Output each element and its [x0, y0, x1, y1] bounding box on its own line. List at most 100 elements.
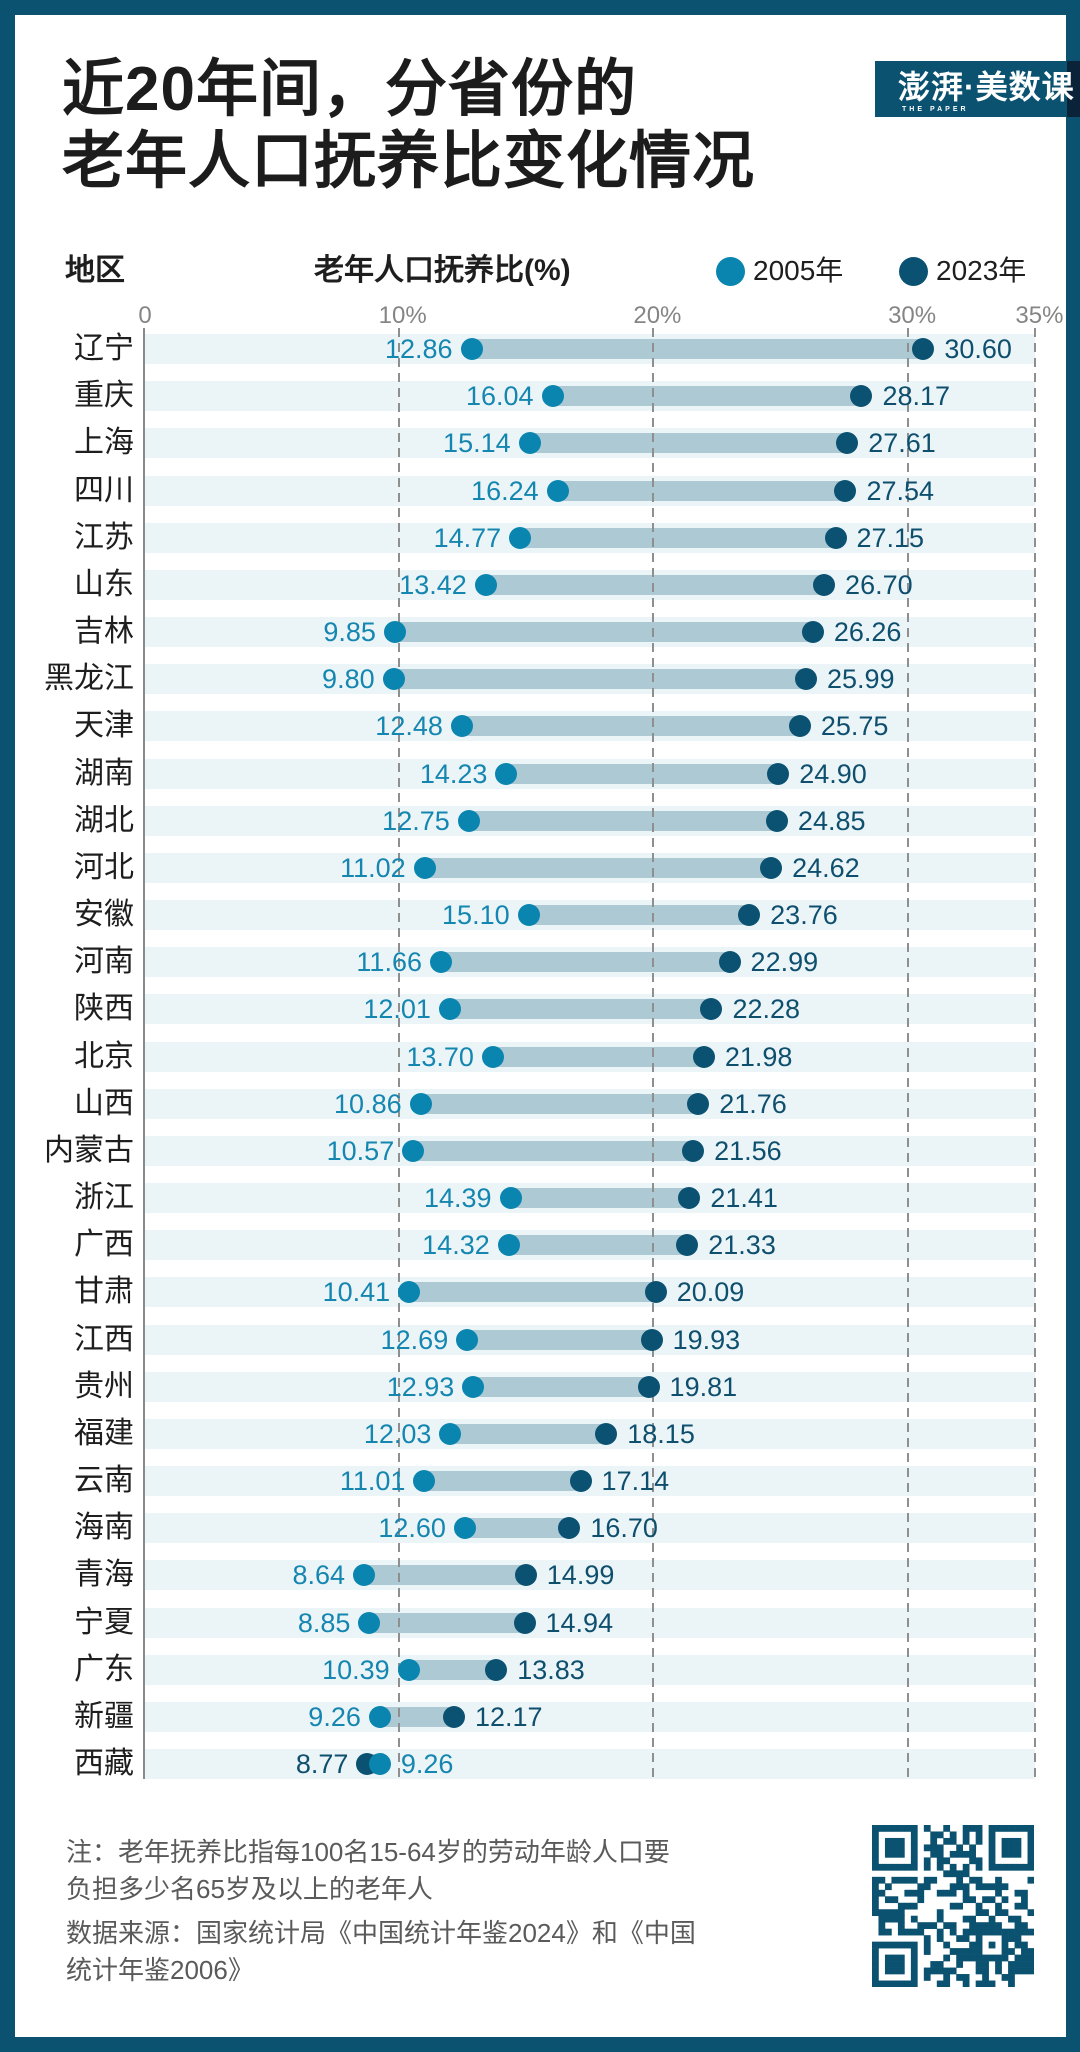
data-label-2005: 10.41: [322, 1277, 391, 1308]
dot-2005: [453, 1517, 476, 1540]
row-band: [145, 1513, 1036, 1544]
gridline-30: [907, 328, 910, 1780]
dot-2005: [462, 1375, 485, 1398]
connector-bar: [409, 1282, 656, 1303]
dot-2005: [546, 479, 569, 502]
dot-2005: [402, 1139, 425, 1162]
row-label: 青海: [74, 1558, 134, 1592]
row-label: 山东: [74, 567, 134, 601]
connector-bar: [449, 999, 712, 1020]
connector-bar: [364, 1565, 526, 1586]
dot-2023: [850, 385, 873, 408]
connector-bar: [520, 527, 836, 548]
data-label-2005: 9.80: [322, 664, 375, 695]
dot-2023: [912, 338, 935, 360]
dot-2023: [637, 1375, 660, 1398]
dot-2005: [509, 526, 532, 549]
dot-2005: [368, 1705, 391, 1728]
data-label-2023: 24.85: [797, 805, 866, 836]
gridline-35: [1034, 328, 1037, 1780]
dot-2023: [813, 573, 836, 596]
row-label: 内蒙古: [44, 1133, 134, 1167]
data-label-2005: 13.70: [406, 1041, 474, 1072]
dot-2005: [439, 1422, 462, 1445]
dot-2005: [456, 1328, 479, 1351]
data-label-2005: 12.69: [380, 1324, 449, 1355]
data-label-2023: 24.62: [792, 852, 860, 883]
data-label-2005: 10.39: [322, 1654, 390, 1685]
dot-2005: [413, 1470, 436, 1493]
dot-2023: [569, 1470, 592, 1493]
data-label-2005: 12.93: [386, 1371, 455, 1402]
data-label-2023: 28.17: [882, 381, 951, 412]
dot-2023: [485, 1658, 508, 1681]
data-label-2023: 30.60: [944, 334, 1012, 364]
data-label-2005: 12.03: [363, 1418, 432, 1449]
data-label-2005: 10.57: [326, 1135, 395, 1166]
dot-2005: [517, 904, 540, 927]
row-label: 甘肃: [74, 1275, 134, 1309]
dot-2023: [678, 1187, 701, 1210]
connector-bar: [473, 1376, 649, 1397]
dot-2005: [409, 1092, 432, 1115]
data-label-2005: 16.24: [471, 475, 539, 506]
footnote-line-2: 负担多少名65岁及以上的老年人: [66, 1874, 433, 1904]
data-label-2023: 26.70: [845, 569, 913, 600]
row-label: 天津: [74, 709, 134, 743]
row-band: [145, 1749, 1036, 1780]
dot-2005: [438, 998, 461, 1021]
data-label-2005: 13.42: [399, 569, 467, 600]
row-band: [145, 1607, 1036, 1638]
dot-2023: [595, 1422, 618, 1445]
legend-dot-2023-icon: [899, 257, 928, 286]
connector-bar: [492, 1046, 704, 1067]
data-label-2005: 15.10: [442, 900, 510, 931]
region-column-header: 地区: [65, 254, 125, 287]
data-label-2005: 11.66: [356, 947, 422, 978]
row-label: 安徽: [74, 898, 134, 932]
dot-2023: [767, 762, 790, 785]
dot-2005: [474, 573, 497, 596]
row-label: 贵州: [74, 1369, 134, 1403]
row-label: 重庆: [74, 379, 134, 413]
dot-2005: [413, 856, 436, 879]
row-label: 四川: [74, 473, 134, 507]
row-label: 上海: [74, 426, 134, 460]
connector-bar: [393, 669, 806, 690]
row-label: 新疆: [74, 1699, 134, 1733]
row-band: [145, 1654, 1036, 1685]
dot-2023: [687, 1092, 710, 1115]
dot-2005: [499, 1187, 522, 1210]
data-label-2005: 16.04: [465, 381, 534, 412]
brand-logo: [875, 61, 1067, 117]
row-label: 吉林: [74, 615, 134, 649]
data-label-2023: 25.75: [820, 711, 889, 742]
brand-logo-edge: [1067, 61, 1080, 117]
dot-2023: [824, 526, 847, 549]
dot-2023: [644, 1281, 667, 1304]
row-label: 黑龙江: [44, 662, 134, 696]
dot-2023: [558, 1517, 581, 1540]
connector-bar: [467, 1329, 652, 1350]
row-label: 河南: [74, 945, 134, 979]
dot-2023: [676, 1234, 699, 1257]
data-label-2023: 22.28: [732, 994, 801, 1025]
connector-bar: [557, 480, 846, 501]
dot-2023: [765, 809, 788, 832]
data-label-2023: 17.14: [601, 1466, 670, 1497]
data-label-2005: 14.23: [419, 758, 488, 789]
data-label-2005: 12.75: [382, 805, 450, 836]
connector-bar: [528, 905, 750, 926]
data-label-2023: 20.09: [676, 1277, 745, 1308]
connector-bar: [440, 952, 730, 973]
legend-label-2023: 2023年: [936, 255, 1027, 286]
row-label: 山西: [74, 1086, 134, 1120]
dot-2023: [834, 479, 857, 502]
data-label-2023: 8.77: [295, 1749, 349, 1780]
connector-bar: [510, 1188, 690, 1209]
row-label: 辽宁: [74, 332, 134, 365]
data-label-2023: 27.54: [866, 475, 935, 506]
data-label-2023: 16.70: [590, 1513, 658, 1544]
dot-2023: [794, 668, 817, 691]
